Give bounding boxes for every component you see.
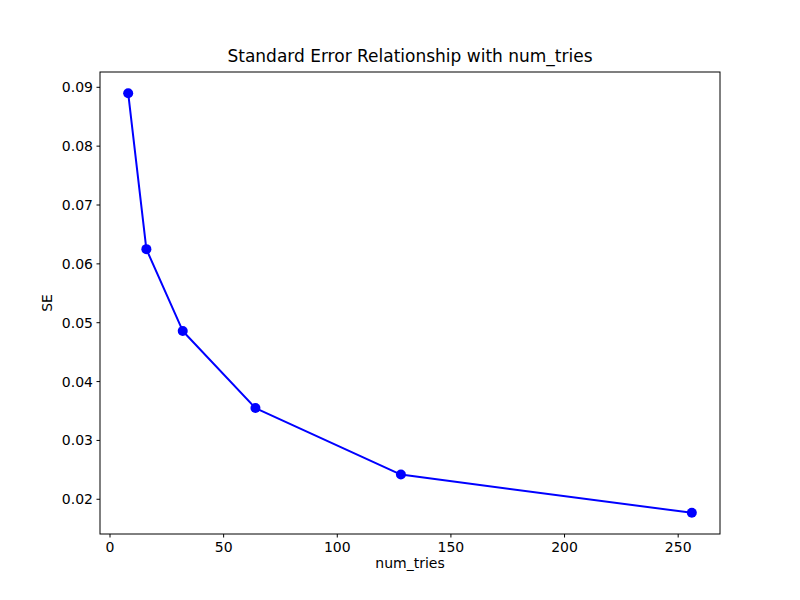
- figure: 0 50 100 150 200 250 0.02 0.03 0.04 0.05 0.06 0.07 0…: [0, 0, 800, 600]
- y-tick-label: 0.04: [62, 374, 93, 390]
- se-data-point: [396, 470, 406, 480]
- x-tick-label: 100: [324, 539, 351, 555]
- y-tick-label: 0.07: [62, 197, 93, 213]
- chart-title: Standard Error Relationship with num_tri…: [100, 46, 720, 66]
- x-axis-label: num_tries: [100, 555, 720, 571]
- se-data-point: [178, 326, 188, 336]
- x-tick-label: 150: [438, 539, 465, 555]
- y-tick-label: 0.03: [62, 432, 93, 448]
- y-tick-label: 0.08: [62, 138, 93, 154]
- x-tick-label: 250: [665, 539, 692, 555]
- y-axis-label: SE: [39, 294, 55, 312]
- y-tick-label: 0.09: [62, 79, 93, 95]
- se-data-point: [123, 88, 133, 98]
- y-tick-label: 0.02: [62, 491, 93, 507]
- se-data-point: [687, 508, 697, 518]
- x-tick-label: 200: [551, 539, 578, 555]
- x-tick-label: 50: [215, 539, 233, 555]
- y-tick-label: 0.05: [62, 315, 93, 331]
- y-tick-label: 0.06: [62, 256, 93, 272]
- line-chart-canvas: 0 50 100 150 200 250 0.02 0.03 0.04 0.05 0.06 0.07 0…: [0, 0, 800, 600]
- x-tick-label: 0: [106, 539, 115, 555]
- plot-area: [100, 72, 720, 534]
- se-data-point: [250, 403, 260, 413]
- se-data-line: [128, 93, 692, 513]
- se-data-point: [141, 244, 151, 254]
